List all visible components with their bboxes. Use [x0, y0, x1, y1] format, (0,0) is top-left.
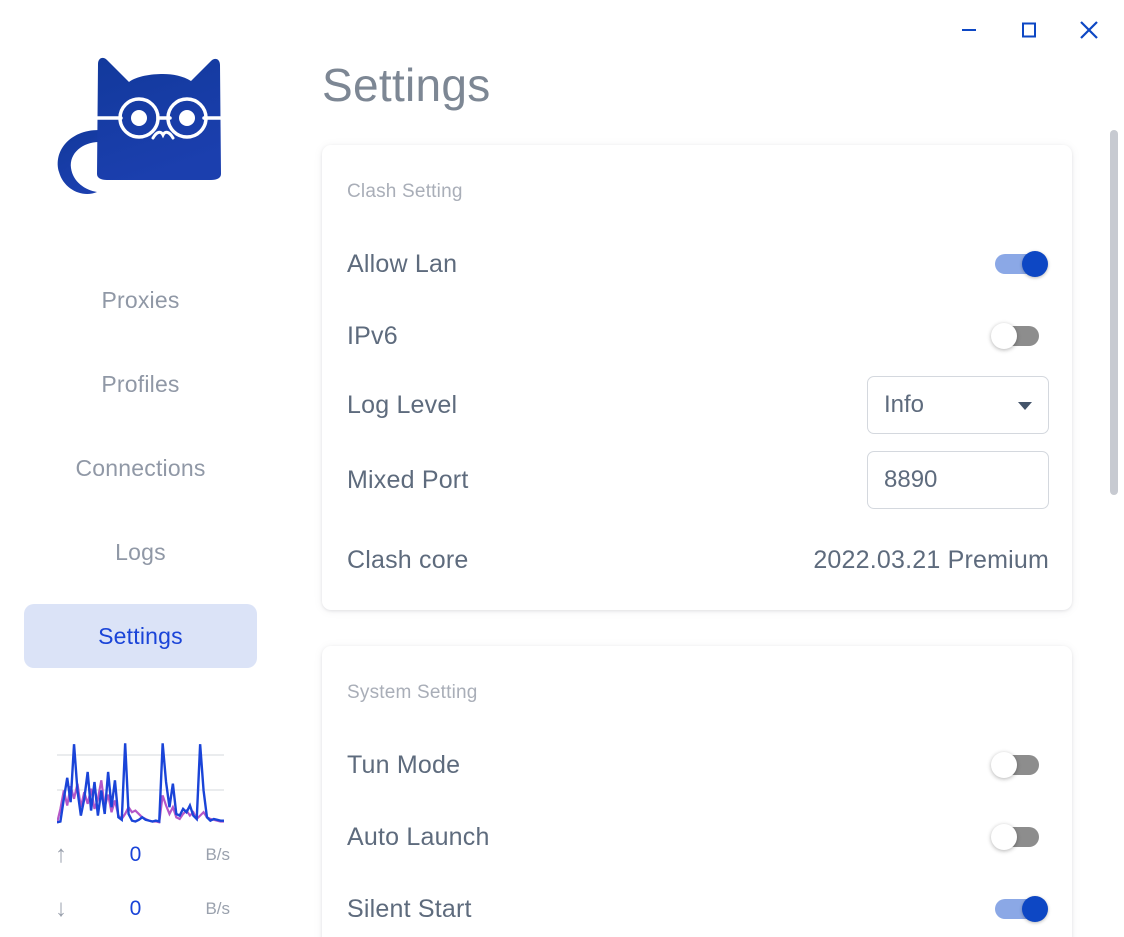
sidebar-item-connections[interactable]: Connections	[24, 436, 257, 500]
row-mixed-port: Mixed Port 8890	[347, 451, 1049, 509]
mixed-port-input[interactable]: 8890	[867, 451, 1049, 509]
sidebar-item-label: Logs	[115, 538, 166, 565]
row-log-level: Log Level Info	[347, 376, 1049, 434]
auto-launch-toggle[interactable]	[991, 820, 1049, 854]
card-title: Clash Setting	[347, 181, 463, 202]
toggle-thumb	[991, 752, 1017, 778]
toggle-thumb	[991, 323, 1017, 349]
ipv6-toggle[interactable]	[991, 319, 1049, 353]
row-clash-core: Clash core 2022.03.21 Premium	[347, 536, 1049, 584]
arrow-down-icon: ↓	[55, 895, 67, 922]
row-label: Allow Lan	[347, 249, 458, 278]
row-label: Clash core	[347, 545, 469, 574]
scrollbar-thumb[interactable]	[1110, 130, 1118, 495]
sidebar-item-settings[interactable]: Settings	[24, 604, 257, 668]
row-silent-start: Silent Start	[347, 885, 1049, 933]
sidebar-item-label: Connections	[75, 454, 206, 481]
toggle-thumb	[1022, 896, 1048, 922]
log-level-value: Info	[884, 391, 925, 418]
minimize-icon	[962, 29, 976, 31]
sidebar-item-logs[interactable]: Logs	[24, 520, 257, 584]
sidebar: Proxies Profiles Connections Logs Settin…	[0, 0, 282, 937]
silent-start-toggle[interactable]	[991, 892, 1049, 926]
clash-verge-cat-logo-icon	[57, 57, 227, 194]
toggle-thumb	[1022, 251, 1048, 277]
row-label: Log Level	[347, 390, 458, 419]
upload-rate-value: 0	[129, 843, 142, 866]
page-title: Settings	[322, 59, 491, 111]
system-setting-card: System Setting Tun Mode Auto Launch Sile…	[322, 646, 1072, 937]
tun-mode-toggle[interactable]	[991, 748, 1049, 782]
download-rate-value: 0	[129, 897, 142, 920]
arrow-up-icon: ↑	[55, 841, 67, 868]
sidebar-item-proxies[interactable]: Proxies	[24, 268, 257, 332]
main-content: Settings Clash Setting Allow Lan IPv6 Lo…	[282, 0, 1124, 937]
clash-setting-card: Clash Setting Allow Lan IPv6 Log Level	[322, 145, 1072, 610]
clash-core-version: 2022.03.21 Premium	[813, 545, 1049, 574]
chevron-down-icon	[1018, 402, 1032, 410]
close-icon	[1080, 21, 1098, 39]
traffic-widget: ↑ 0 B/s ↓ 0 B/s	[0, 730, 282, 930]
row-tun-mode: Tun Mode	[347, 741, 1049, 789]
maximize-button[interactable]	[1008, 10, 1050, 50]
row-ipv6: IPv6	[347, 312, 1049, 360]
row-auto-launch: Auto Launch	[347, 813, 1049, 861]
close-button[interactable]	[1068, 10, 1110, 50]
upload-series-line	[57, 743, 224, 824]
traffic-sparkline-chart	[57, 743, 224, 824]
maximize-icon	[1022, 22, 1036, 38]
window-controls	[948, 10, 1110, 50]
row-label: Tun Mode	[347, 750, 461, 779]
row-allow-lan: Allow Lan	[347, 240, 1049, 288]
row-label: Mixed Port	[347, 465, 469, 494]
minimize-button[interactable]	[948, 10, 990, 50]
row-label: Silent Start	[347, 894, 472, 923]
card-title: System Setting	[347, 682, 478, 703]
sidebar-item-profiles[interactable]: Profiles	[24, 352, 257, 416]
sidebar-item-label: Profiles	[101, 370, 180, 397]
scrollbar-track[interactable]	[1108, 0, 1120, 937]
download-rate-row: ↓ 0 B/s	[55, 894, 230, 924]
sidebar-item-label: Proxies	[101, 286, 180, 313]
log-level-select[interactable]: Info	[867, 376, 1049, 434]
allow-lan-toggle[interactable]	[991, 247, 1049, 281]
app-logo	[0, 18, 282, 233]
upload-rate-row: ↑ 0 B/s	[55, 840, 230, 870]
mixed-port-value: 8890	[884, 466, 938, 493]
download-rate-unit: B/s	[205, 899, 230, 918]
row-label: Auto Launch	[347, 822, 490, 851]
upload-rate-unit: B/s	[205, 845, 230, 864]
row-label: IPv6	[347, 321, 398, 350]
sidebar-item-label: Settings	[98, 622, 183, 649]
toggle-thumb	[991, 824, 1017, 850]
